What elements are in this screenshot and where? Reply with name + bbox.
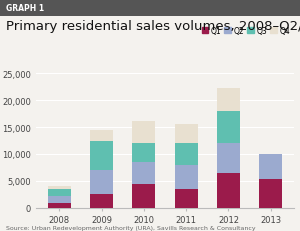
Bar	[48, 196, 71, 203]
Bar	[175, 189, 198, 208]
Bar	[90, 170, 113, 195]
Bar	[48, 203, 71, 208]
Bar	[132, 121, 155, 144]
Bar	[90, 195, 113, 208]
Bar	[217, 144, 240, 173]
Bar	[217, 111, 240, 144]
Bar	[175, 165, 198, 189]
Legend: Q1, Q2, Q3, Q4: Q1, Q2, Q3, Q4	[202, 27, 290, 36]
Bar	[259, 179, 282, 208]
Text: GRAPH 1: GRAPH 1	[6, 4, 44, 13]
Bar	[48, 186, 71, 190]
Bar	[259, 154, 282, 179]
Bar	[175, 144, 198, 165]
Bar	[175, 125, 198, 144]
Bar	[217, 173, 240, 208]
Bar	[132, 144, 155, 162]
Bar	[48, 190, 71, 196]
Bar	[217, 89, 240, 111]
Text: Primary residential sales volumes, 2008–Q2/2013: Primary residential sales volumes, 2008–…	[6, 20, 300, 33]
Bar	[90, 130, 113, 141]
Bar	[132, 184, 155, 208]
Text: Source: Urban Redevelopment Authority (URA), Savills Research & Consultancy: Source: Urban Redevelopment Authority (U…	[6, 225, 256, 230]
Bar	[90, 141, 113, 170]
Bar	[132, 162, 155, 184]
